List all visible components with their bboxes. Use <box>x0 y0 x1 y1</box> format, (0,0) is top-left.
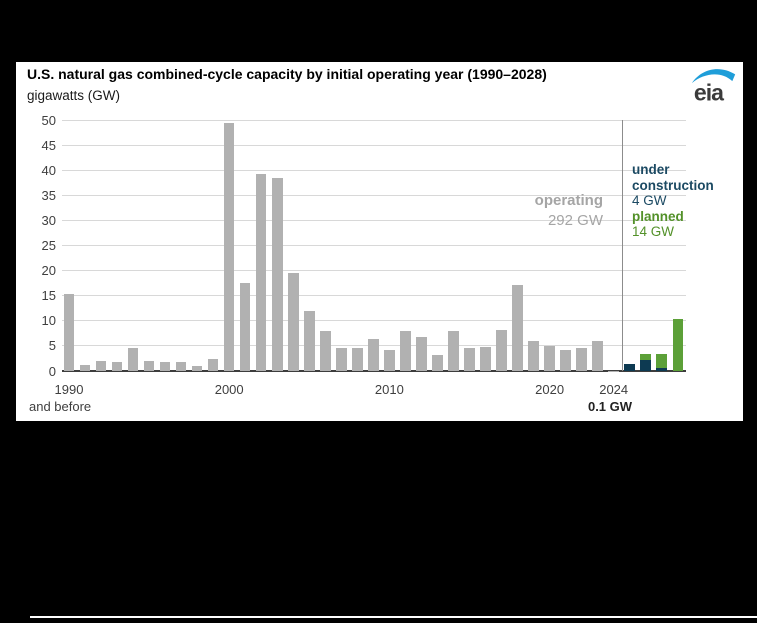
chart-card: U.S. natural gas combined-cycle capacity… <box>16 62 743 421</box>
gridline-45 <box>62 144 686 146</box>
eia-logo: eia <box>691 69 736 105</box>
bar-2024-operating <box>608 370 619 371</box>
x-axis-note-and-before: and before <box>29 399 92 414</box>
bar-2025-under_construction <box>624 363 635 371</box>
x-tick-2024: 2024 <box>599 382 629 397</box>
y-tick-5: 5 <box>48 338 56 354</box>
x-tick-2020: 2020 <box>535 382 565 397</box>
bar-2000-operating <box>223 122 235 371</box>
bar-2001-operating <box>239 282 251 371</box>
chart-title: U.S. natural gas combined-cycle capacity… <box>27 66 547 82</box>
planned-label: planned <box>632 208 684 224</box>
gridline-35 <box>62 194 686 196</box>
gridline-20 <box>62 270 686 272</box>
gridline-10 <box>62 320 686 322</box>
bar-1994-operating <box>127 347 139 371</box>
y-tick-0: 0 <box>48 363 56 379</box>
bar-2020-operating <box>544 345 555 371</box>
under-construction-label: under construction <box>632 162 714 193</box>
bar-2009-operating <box>368 338 379 371</box>
under-construction-value: 4 GW <box>632 193 667 208</box>
bar-2015-operating <box>464 348 475 371</box>
bar-2026-under_construction <box>640 359 651 371</box>
bar-2011-operating <box>400 330 411 371</box>
bar-2006-operating <box>320 330 331 371</box>
y-tick-40: 40 <box>41 162 56 178</box>
bar-1996-operating <box>159 361 171 371</box>
x-axis-labels: and before 0.1 GW 1990 2000 2010 2020 2024 <box>29 382 686 419</box>
x-axis-note-2024-value: 0.1 GW <box>587 399 633 414</box>
y-tick-10: 10 <box>41 313 56 329</box>
bar-2010-operating <box>384 350 395 371</box>
operating-annotation: operating 292 GW <box>535 191 603 231</box>
y-tick-30: 30 <box>41 212 56 228</box>
gridline-15 <box>62 295 686 297</box>
bar-2013-operating <box>432 354 443 371</box>
operating-label: operating <box>534 192 603 209</box>
y-tick-25: 25 <box>41 238 56 253</box>
plot-area: operating 292 GW under construction 4 GW… <box>62 119 714 372</box>
bar-1993-operating <box>111 362 123 371</box>
y-tick-35: 35 <box>41 187 56 203</box>
gridline-40 <box>62 169 686 171</box>
bar-2007-operating <box>336 348 347 371</box>
gridline-50 <box>62 119 686 121</box>
bar-2027-planned <box>656 354 667 368</box>
operating-future-divider-line <box>621 120 623 371</box>
y-axis-labels: 0 5 10 15 20 25 30 35 40 45 50 <box>16 113 56 379</box>
x-tick-1990: 1990 <box>54 382 84 397</box>
y-tick-50: 50 <box>41 112 56 128</box>
bottom-divider-line <box>30 616 757 618</box>
operating-value: 292 GW <box>547 212 603 229</box>
future-annotation: under construction 4 GW planned 14 GW <box>632 162 744 240</box>
bar-1991-operating <box>79 365 91 371</box>
bar-2003-operating <box>272 178 283 371</box>
bar-2026-planned <box>640 354 651 360</box>
bar-2023-operating <box>592 340 603 371</box>
gridline-25 <box>62 245 686 246</box>
bar-1995-operating <box>143 360 155 371</box>
bar-2021-operating <box>560 350 571 371</box>
bar-2028-planned <box>672 318 683 371</box>
bar-2027-under_construction <box>656 368 667 371</box>
bar-1998-operating <box>191 366 203 371</box>
bar-2017-operating <box>496 330 507 371</box>
bar-1999-operating <box>207 358 219 371</box>
y-tick-20: 20 <box>41 263 56 279</box>
bar-2002-operating <box>255 174 267 371</box>
bar-2022-operating <box>576 348 587 371</box>
x-tick-2000: 2000 <box>214 382 244 397</box>
bar-2004-operating <box>288 272 299 371</box>
bar-2014-operating <box>448 330 459 371</box>
y-tick-15: 15 <box>41 288 56 304</box>
bar-1997-operating <box>175 362 187 371</box>
bar-2016-operating <box>480 347 491 371</box>
bar-2019-operating <box>528 340 539 371</box>
eia-logo-text: eia <box>694 79 724 105</box>
bar-2018-operating <box>512 285 523 371</box>
bar-2012-operating <box>416 337 427 371</box>
planned-value: 14 GW <box>632 224 675 239</box>
gridline-30 <box>62 219 686 221</box>
bar-1990-operating <box>63 293 75 371</box>
bar-2008-operating <box>352 348 363 371</box>
y-tick-45: 45 <box>41 137 56 153</box>
bar-2005-operating <box>304 311 315 371</box>
eia-logo-swoosh-icon <box>691 69 736 84</box>
bar-1992-operating <box>95 361 107 371</box>
x-tick-2010: 2010 <box>374 382 404 397</box>
chart-units-label: gigawatts (GW) <box>27 88 121 103</box>
